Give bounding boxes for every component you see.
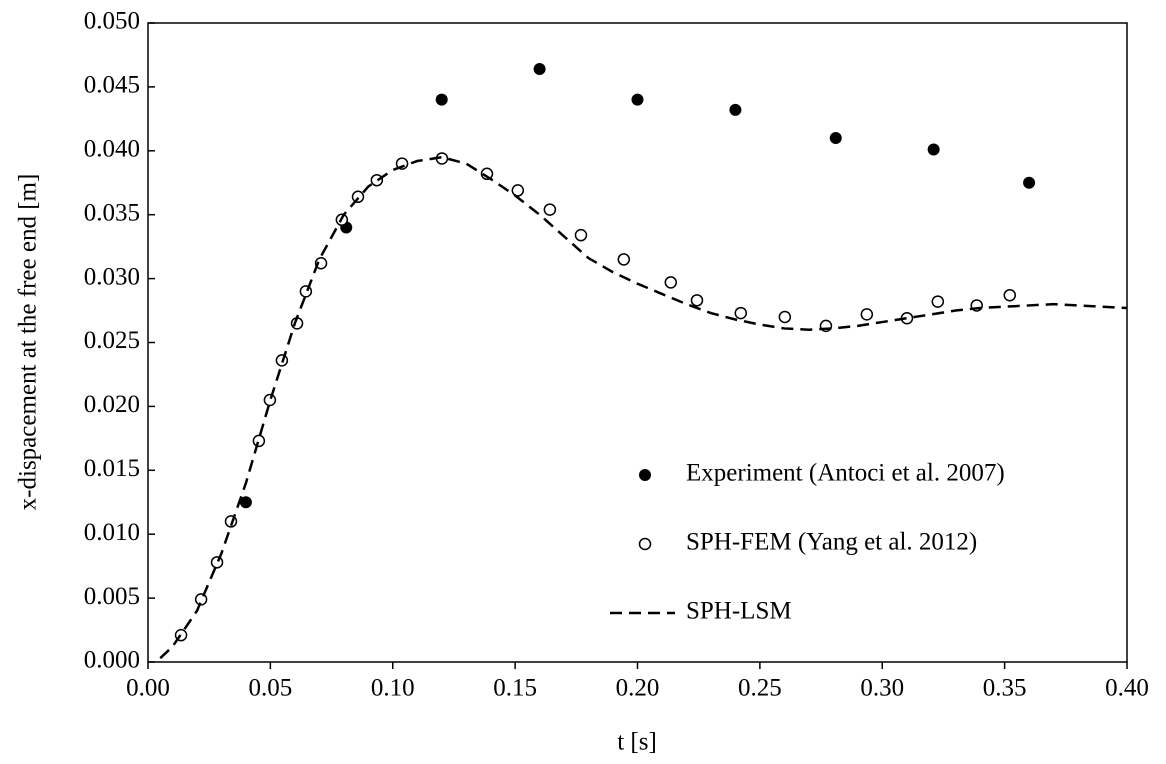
line [159, 155, 1128, 660]
x-tick-label: 0.40 [1105, 675, 1149, 702]
x-tick-label: 0.20 [616, 675, 660, 702]
y-tick-label: 0.025 [84, 327, 140, 354]
legend-label: SPH-FEM (Yang et al. 2012) [686, 529, 977, 556]
point [829, 132, 842, 145]
y-tick-label: 0.015 [84, 455, 140, 482]
point [210, 556, 224, 569]
x-tick-label: 0.05 [249, 675, 293, 702]
point [314, 257, 328, 270]
y-tick-label: 0.000 [84, 647, 140, 674]
y-tick-label: 0.040 [84, 136, 140, 163]
point [263, 393, 277, 407]
point [194, 593, 208, 606]
point [931, 295, 945, 308]
point [543, 203, 557, 216]
x-tick-label: 0.30 [860, 675, 904, 702]
point [351, 190, 365, 204]
x-tick-label: 0.15 [493, 675, 537, 702]
y-tick-label: 0.030 [84, 263, 140, 290]
legend-swatch [639, 469, 651, 481]
legend-swatch [638, 537, 652, 551]
point [631, 93, 644, 106]
legend-label: SPH-LSM [686, 598, 792, 625]
point [435, 93, 448, 106]
point [533, 63, 546, 76]
y-tick-label: 0.045 [84, 72, 140, 99]
point [860, 308, 874, 321]
plot-frame [147, 22, 1128, 663]
point [1003, 288, 1017, 302]
point [480, 167, 494, 181]
y-tick-label: 0.010 [84, 519, 140, 546]
point [734, 306, 748, 320]
y-axis-label: x-dispacement at the free end [m] [15, 174, 42, 511]
x-tick-label: 0.25 [738, 675, 782, 702]
y-tick-label: 0.050 [84, 8, 140, 35]
point [574, 228, 588, 242]
x-axis-label: t [s] [617, 729, 657, 756]
legend-label: Experiment (Antoci et al. 2007) [686, 460, 1005, 487]
point [617, 253, 631, 266]
point [252, 434, 266, 448]
point [778, 310, 792, 324]
point [690, 294, 704, 307]
point [370, 173, 384, 187]
x-tick-label: 0.10 [371, 675, 415, 702]
y-tick-label: 0.020 [84, 391, 140, 418]
y-tick-label: 0.005 [84, 583, 140, 610]
point [511, 184, 525, 197]
x-tick-label: 0.35 [983, 675, 1027, 702]
point [1023, 176, 1036, 189]
point [927, 143, 940, 156]
point [664, 276, 678, 289]
point [239, 496, 252, 509]
point [729, 103, 742, 116]
x-tick-label: 0.00 [126, 675, 170, 702]
y-tick-label: 0.035 [84, 199, 140, 226]
